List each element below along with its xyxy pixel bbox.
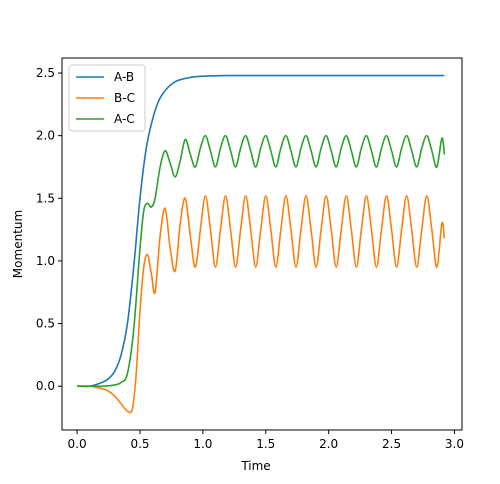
legend-label: A-C	[114, 112, 135, 126]
x-axis-label: Time	[240, 459, 270, 473]
y-tick-label: 2.0	[36, 129, 55, 143]
x-tick-label: 0.5	[130, 437, 149, 451]
ticks-layer: 0.0 0.5 1.0 1.5 2.0 2.5 3.0 0.0 0.5 1.0 1.5 2.0 2.5	[36, 66, 464, 451]
axes-frame	[61, 57, 463, 431]
x-tick-label: 2.5	[382, 437, 401, 451]
legend-box	[68, 64, 146, 132]
x-tick-label: 1.5	[256, 437, 275, 451]
legend-items: A-B B-C A-C	[76, 70, 135, 126]
series-line-b-c	[77, 194, 446, 414]
y-tick-label: 2.5	[36, 66, 55, 80]
y-tick-label: 1.0	[36, 254, 55, 268]
series-line-a-b	[77, 74, 445, 388]
x-tick-label: 3.0	[445, 437, 464, 451]
legend-label: A-B	[114, 70, 134, 84]
y-axis-label: Momentum	[11, 210, 25, 278]
plot-area	[77, 74, 446, 414]
legend: A-B B-C A-C	[68, 64, 146, 132]
series-line-a-c	[77, 134, 446, 388]
legend-label: B-C	[114, 91, 135, 105]
x-tick-label: 2.0	[319, 437, 338, 451]
x-tick-label: 1.0	[193, 437, 212, 451]
y-tick-label: 0.0	[36, 379, 55, 393]
y-tick-label: 0.5	[36, 317, 55, 331]
x-tick-label: 0.0	[68, 437, 87, 451]
series-layer	[77, 74, 446, 414]
y-tick-label: 1.5	[36, 191, 55, 205]
